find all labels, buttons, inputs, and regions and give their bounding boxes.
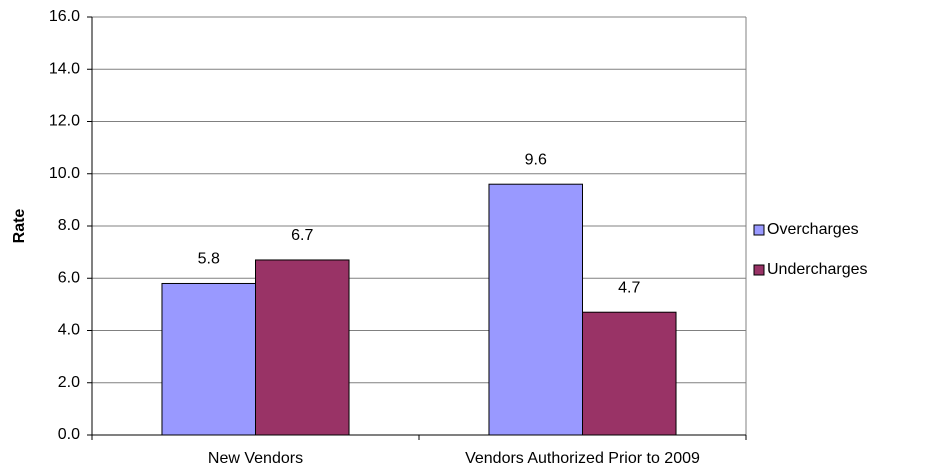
legend-swatch (753, 224, 765, 236)
value-label: 9.6 (525, 151, 547, 168)
y-axis-label: Rate (11, 209, 28, 244)
x-tick-label: New Vendors (208, 450, 303, 467)
value-label: 6.7 (291, 227, 313, 244)
y-tick-label: 2.0 (58, 374, 80, 391)
x-tick-label: Vendors Authorized Prior to 2009 (465, 450, 700, 467)
y-tick-label: 6.0 (58, 269, 80, 286)
bar (582, 311, 677, 436)
value-label: 5.8 (198, 251, 220, 268)
y-tick-label: 0.0 (58, 426, 80, 443)
value-label: 4.7 (618, 279, 640, 296)
bar (161, 282, 256, 436)
legend-label: Overcharges (767, 221, 859, 238)
y-tick-label: 10.0 (49, 165, 80, 182)
y-tick-label: 14.0 (49, 60, 80, 77)
legend-label: Undercharges (767, 261, 868, 278)
y-tick-label: 16.0 (49, 8, 80, 25)
bar (488, 183, 583, 436)
bar (255, 259, 350, 436)
y-tick-label: 4.0 (58, 322, 80, 339)
legend-swatch (753, 264, 765, 276)
y-tick-label: 8.0 (58, 217, 80, 234)
y-tick-label: 12.0 (49, 113, 80, 130)
